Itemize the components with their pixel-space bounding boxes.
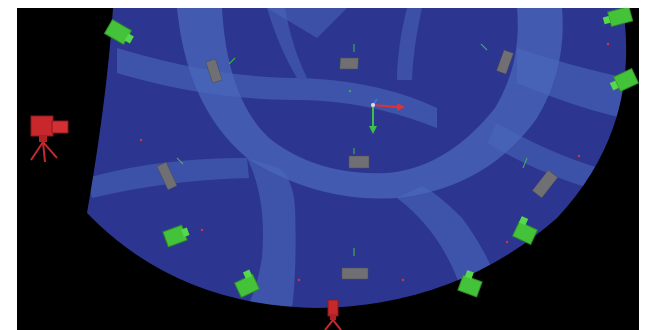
green-camera-icon[interactable] xyxy=(608,67,639,94)
calibration-panel-icon xyxy=(156,161,178,191)
green-camera-icon[interactable] xyxy=(103,18,135,47)
calibration-panel-icon xyxy=(531,169,559,199)
green-camera-icon[interactable] xyxy=(162,224,191,248)
3d-viewport[interactable] xyxy=(17,8,639,330)
light-bands xyxy=(87,8,627,308)
green-camera-icon[interactable] xyxy=(511,216,540,246)
red-camera-tripod-icon[interactable] xyxy=(30,115,69,163)
calibration-panel-icon xyxy=(205,58,223,84)
marker-dots xyxy=(139,42,610,282)
calibration-panel-icon xyxy=(341,267,369,280)
green-camera-icon[interactable] xyxy=(457,269,484,298)
green-cameras[interactable] xyxy=(103,8,639,299)
axis-gizmo-icon[interactable] xyxy=(369,98,405,134)
calibration-panel-icon xyxy=(496,49,514,75)
scene-canvas[interactable] xyxy=(17,8,639,330)
calibration-panel-icon xyxy=(348,155,370,169)
red-camera-tripod-icon[interactable] xyxy=(324,299,342,330)
calibration-panel-icon xyxy=(339,57,359,70)
green-camera-icon[interactable] xyxy=(602,8,634,28)
green-camera-icon[interactable] xyxy=(232,269,261,299)
calibration-panels xyxy=(156,49,559,280)
